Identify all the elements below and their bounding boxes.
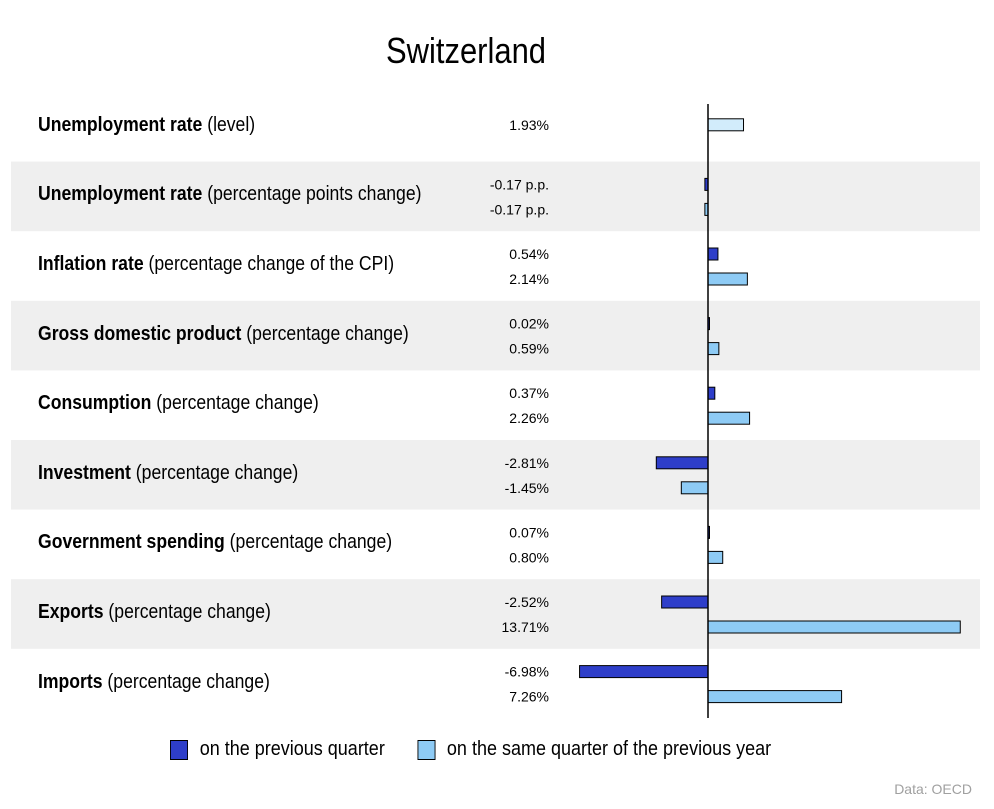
row-band bbox=[11, 579, 980, 649]
row-label-detail: (percentage change) bbox=[151, 392, 319, 415]
legend-swatch-year bbox=[417, 739, 436, 760]
bar-quarter bbox=[707, 247, 719, 261]
row-label: Consumption (percentage change) bbox=[38, 392, 319, 415]
value-label: 1.93% bbox=[509, 117, 549, 133]
row-label: Government spending (percentage change) bbox=[38, 531, 392, 554]
value-label: -2.52% bbox=[505, 594, 549, 610]
value-label: -0.17 p.p. bbox=[490, 176, 549, 192]
value-labels: 1.93% -0.17 p.p. -0.17 p.p. 0.54% 2.14% 0.02%… bbox=[490, 117, 549, 705]
row-label-bold: Unemployment rate bbox=[38, 183, 203, 206]
row-bands bbox=[11, 161, 980, 649]
legend-label-quarter: on the previous quarter bbox=[199, 738, 385, 760]
row-label-detail: (percentage points change) bbox=[202, 183, 422, 206]
row-label-detail: (percentage change of the CPI) bbox=[143, 253, 395, 275]
value-label: 0.80% bbox=[509, 549, 549, 565]
row-label-bold: Investment bbox=[38, 461, 131, 484]
bar-year bbox=[707, 550, 724, 564]
bar-quarter bbox=[579, 665, 709, 679]
value-label: 0.37% bbox=[509, 385, 549, 401]
chart-title: Switzerland bbox=[385, 30, 547, 71]
row-label: Unemployment rate (level) bbox=[38, 114, 255, 137]
value-label: -1.45% bbox=[505, 480, 549, 496]
value-label: 13.71% bbox=[502, 619, 549, 635]
bar-year bbox=[707, 118, 745, 132]
bar-year bbox=[707, 620, 961, 634]
row-label: Gross domestic product (percentage chang… bbox=[38, 323, 409, 346]
row-label: Inflation rate (percentage change of the… bbox=[38, 253, 394, 276]
bar-year bbox=[707, 272, 748, 286]
row-label-detail: (percentage change) bbox=[102, 670, 270, 693]
row-label-bold: Unemployment rate bbox=[38, 113, 203, 136]
bar-quarter bbox=[661, 595, 709, 609]
value-label: 7.26% bbox=[509, 689, 549, 705]
row-label-bold: Exports bbox=[38, 601, 104, 623]
source-note: Data: OECD bbox=[894, 781, 972, 797]
value-label: -2.81% bbox=[505, 455, 549, 471]
value-label: 2.26% bbox=[509, 410, 549, 426]
value-label: 0.54% bbox=[509, 246, 549, 262]
bar-quarter bbox=[655, 456, 709, 470]
bars bbox=[579, 118, 961, 704]
row-label-bold: Gross domestic product bbox=[38, 322, 242, 345]
value-label: 0.07% bbox=[509, 524, 549, 540]
row-label-bold: Inflation rate bbox=[38, 253, 144, 275]
legend-label-year: on the same quarter of the previous year bbox=[446, 738, 772, 760]
legend-swatch-quarter bbox=[170, 739, 188, 760]
bar-quarter bbox=[707, 386, 716, 400]
legend: on the previous quarter on the same quar… bbox=[170, 738, 804, 761]
value-label: -6.98% bbox=[505, 664, 549, 680]
row-label-detail: (percentage change) bbox=[241, 322, 409, 345]
row-label: Investment (percentage change) bbox=[38, 462, 298, 485]
row-label-detail: (percentage change) bbox=[224, 531, 393, 554]
row-label: Imports (percentage change) bbox=[38, 671, 270, 694]
row-label-detail: (percentage change) bbox=[103, 601, 271, 623]
row-label-detail: (percentage change) bbox=[130, 461, 299, 484]
bar-year bbox=[680, 481, 709, 495]
row-label-bold: Government spending bbox=[38, 531, 225, 554]
row-band bbox=[11, 300, 980, 371]
bar-year bbox=[707, 411, 751, 425]
bar-year bbox=[707, 342, 720, 356]
legend-item-year: on the same quarter of the previous year bbox=[417, 738, 771, 761]
value-label: 0.59% bbox=[509, 341, 549, 357]
row-band bbox=[11, 440, 980, 510]
row-label: Unemployment rate (percentage points cha… bbox=[38, 183, 421, 206]
value-label: -0.17 p.p. bbox=[490, 201, 549, 217]
legend-item-quarter: on the previous quarter bbox=[170, 738, 385, 761]
row-label: Exports (percentage change) bbox=[38, 601, 271, 624]
bar-year bbox=[707, 690, 843, 704]
row-label-bold: Imports bbox=[38, 670, 103, 693]
row-band bbox=[11, 161, 980, 232]
row-label-bold: Consumption bbox=[38, 392, 152, 415]
row-label-detail: (level) bbox=[202, 113, 256, 136]
value-label: 2.14% bbox=[509, 271, 549, 287]
value-label: 0.02% bbox=[509, 316, 549, 332]
